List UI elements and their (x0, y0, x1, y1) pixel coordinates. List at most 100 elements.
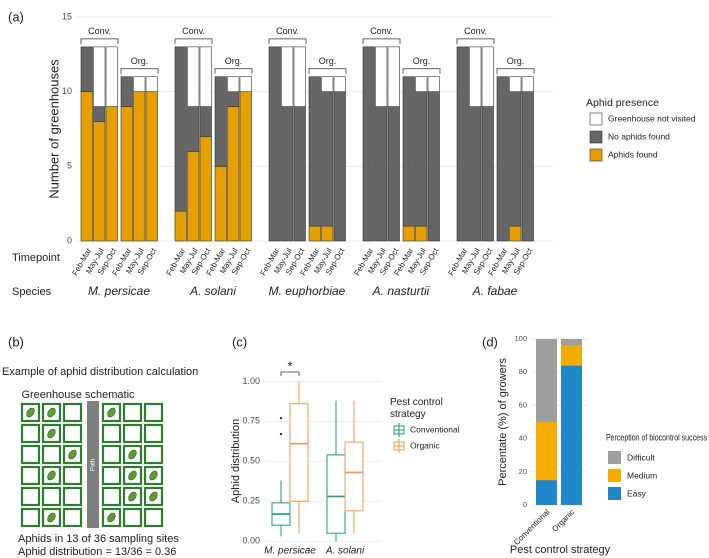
diagram-title: Example of aphid distribution calculatio… (2, 366, 198, 378)
sampling-site (101, 486, 122, 507)
bar-segment (120, 76, 133, 107)
bar-segment (239, 76, 252, 92)
bar-segment (268, 46, 281, 242)
aphid-icon (47, 428, 56, 439)
group-bracket (80, 38, 119, 44)
aphid-icon (149, 491, 158, 502)
legend-label: Medium (627, 470, 657, 480)
aphid-icon (128, 449, 137, 460)
bar-segment (536, 339, 557, 422)
legend-label: Greenhouse not visited (608, 113, 696, 123)
group-bracket (214, 68, 253, 74)
sampling-site (143, 507, 164, 528)
group-bracket (456, 38, 495, 44)
outlier (279, 432, 283, 436)
path-label: Path (91, 459, 97, 471)
bar-segment (187, 46, 200, 107)
aphid-icon (68, 449, 77, 460)
bar-segment (375, 46, 388, 107)
sampling-site (20, 444, 41, 465)
legend-key (608, 487, 621, 500)
box (289, 403, 309, 502)
legend-title: Perception of biocontrol success (606, 433, 707, 444)
legend-key (589, 148, 603, 162)
bar-segment (174, 46, 187, 212)
bar-segment (427, 91, 440, 242)
y-axis-title: Percentate (%) of growers (497, 358, 509, 486)
bar-segment (362, 46, 375, 242)
bar-segment (293, 106, 306, 242)
aphid-icon (107, 407, 116, 418)
y-tick-label: 0.00 (242, 536, 260, 546)
bar-segment (293, 46, 306, 107)
group-bracket (120, 68, 159, 74)
row-label: Species (12, 286, 52, 298)
group-label: Org. (225, 56, 243, 66)
group-label: Conv. (88, 26, 111, 36)
legend-label: Aphids found (608, 149, 658, 159)
group-bracket (174, 38, 213, 44)
bar-segment (469, 46, 482, 107)
group-label: Conv. (370, 26, 393, 36)
bar-segment (509, 91, 522, 227)
aphid-icon (47, 512, 56, 523)
sampling-site (143, 402, 164, 423)
sampling-site (62, 486, 83, 507)
legend-title: Pest control strategy (390, 397, 443, 420)
bar-segment (321, 91, 334, 227)
sampling-site (20, 423, 41, 444)
legend-label: Conventional (410, 424, 460, 434)
bar-segment (496, 76, 509, 242)
y-tick-label: 0 (67, 235, 72, 245)
sampling-site (20, 507, 41, 528)
sampling-grid (20, 402, 164, 528)
sampling-site (20, 465, 41, 486)
bar-segment (415, 225, 428, 242)
legend-key (608, 469, 621, 482)
bar-segment (227, 91, 240, 107)
group-label: Org. (131, 56, 149, 66)
bar-segment (402, 225, 415, 242)
aphid-icon (128, 491, 137, 502)
group-label: Conv. (276, 26, 299, 36)
legend-key (589, 130, 603, 144)
bar-segment (133, 91, 146, 242)
legend-label: No aphids found (608, 131, 670, 141)
aphid-icon (107, 512, 116, 523)
bar-segment (321, 225, 334, 242)
sampling-site (101, 444, 122, 465)
sampling-site (101, 423, 122, 444)
row-label: Timepoint (12, 252, 60, 264)
bar-segment (227, 106, 240, 242)
bar-segment (93, 106, 106, 122)
y-axis-title: Number of greenhouses (46, 59, 61, 199)
bar-segment (427, 76, 440, 92)
significance-bracket (280, 371, 300, 376)
bar-segment (561, 365, 582, 505)
bar-segment (174, 210, 187, 242)
group-bracket (308, 68, 347, 74)
bar-segment (120, 106, 133, 242)
group-label: Org. (507, 56, 525, 66)
bar-segment (105, 106, 118, 242)
schematic-title: Greenhouse schematic (21, 389, 135, 401)
sampling-site (101, 465, 122, 486)
sampling-site (41, 486, 62, 507)
sampling-site (143, 444, 164, 465)
y-tick-label: 1.00 (242, 376, 260, 386)
bar-segment (536, 422, 557, 481)
y-tick-label: 40 (519, 434, 527, 443)
y-tick-label: 15 (62, 11, 72, 21)
bar-segment (375, 106, 388, 242)
bar-segment (415, 91, 428, 227)
group-bracket (362, 38, 401, 44)
bar-segment (333, 91, 346, 242)
bar-segment (333, 76, 346, 92)
bar-segment (521, 91, 534, 242)
bar-segment (481, 46, 494, 107)
bar-segment (415, 76, 428, 92)
sampling-site (122, 402, 143, 423)
bar-segment (308, 225, 321, 242)
bar-segment (199, 46, 212, 107)
